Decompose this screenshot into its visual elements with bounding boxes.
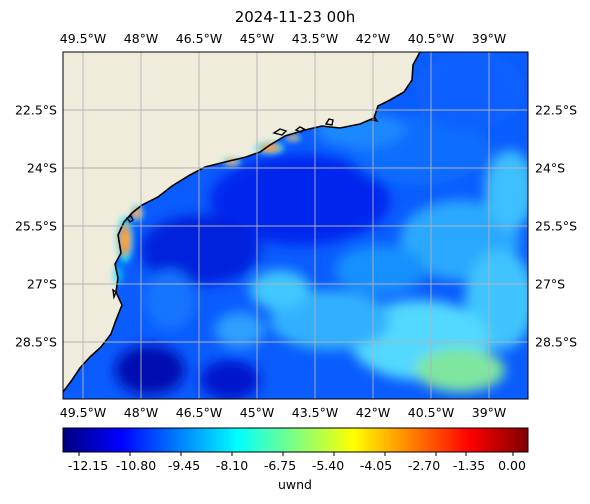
colorbar-tick-label: -9.45 [167,458,201,473]
colorbar-tick-label: -6.75 [263,458,297,473]
lat-tick-right: 24°S [535,160,566,176]
colorbar-tick-label: -12.15 [67,458,109,473]
lat-tick-left: 27°S [26,276,57,292]
lon-tick-bottom: 42°W [355,405,391,420]
colorbar-tick-label: -5.40 [311,458,345,473]
lat-tick-right: 28.5°S [535,334,578,350]
lon-tick-bottom: 43.5°W [291,405,339,420]
coastline-islands [112,117,379,300]
land-mass [63,52,420,392]
colorbar-tick-label: -8.10 [215,458,249,473]
lon-tick-top: 42°W [355,31,391,46]
lon-tick-top: 49.5°W [59,31,107,46]
colorbar-ticks [78,452,514,456]
lat-tick-left: 22.5°S [14,102,57,118]
lon-tick-top: 39°W [471,31,507,46]
lat-tick-right: 27°S [535,276,566,292]
lat-tick-left: 28.5°S [14,334,57,350]
lon-tick-top: 45°W [239,31,275,46]
colorbar [62,427,529,453]
map-frame [62,51,529,400]
coastline [63,52,421,393]
lon-tick-bottom: 39°W [471,405,507,420]
colorbar-tick-label: -2.70 [407,458,441,473]
lon-tick-bottom: 45°W [239,405,275,420]
graticule [63,52,528,399]
colorbar-tick-label: -10.80 [115,458,157,473]
lat-tick-left: 25.5°S [14,218,57,234]
lon-tick-top: 48°W [123,31,159,46]
colorbar-label: uwnd [277,477,313,492]
lat-tick-right: 25.5°S [535,218,578,234]
lon-tick-bottom: 40.5°W [407,405,455,420]
map-area [63,52,528,399]
lon-tick-top: 40.5°W [407,31,455,46]
colorbar-tick-label: -4.05 [359,458,393,473]
lon-tick-bottom: 48°W [123,405,159,420]
lon-tick-top: 43.5°W [291,31,339,46]
lon-tick-bottom: 46.5°W [175,405,223,420]
lat-tick-right: 22.5°S [535,102,578,118]
colorbar-tick-label: -1.35 [452,458,486,473]
colorbar-tick-label: 0.00 [498,458,526,473]
lon-tick-top: 46.5°W [175,31,223,46]
lon-tick-bottom: 49.5°W [59,405,107,420]
lat-tick-left: 24°S [26,160,57,176]
wind-field [115,52,528,399]
map-title: 2024-11-23 00h [234,8,356,26]
